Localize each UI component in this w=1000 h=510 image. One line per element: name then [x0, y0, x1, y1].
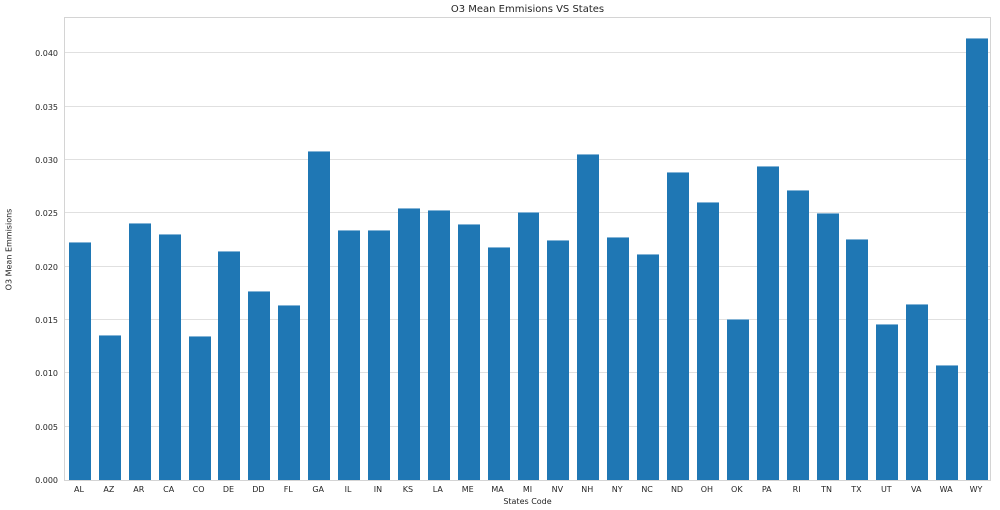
gridline-y-0.040 — [65, 52, 990, 54]
plot-area — [64, 17, 991, 481]
bar-MA — [487, 247, 510, 480]
xtick-label-UT: UT — [880, 485, 892, 494]
ytick-label-0.020: 0.020 — [35, 262, 58, 272]
bar-ND — [667, 171, 689, 480]
bar-AZ — [98, 334, 121, 480]
bar-DE — [218, 250, 241, 480]
bar-PA — [756, 166, 779, 480]
bar-TX — [846, 238, 869, 480]
ytick-label-0.010: 0.010 — [35, 369, 58, 379]
xtick-label-NV: NV — [551, 485, 564, 494]
xtick-label-CA: CA — [163, 485, 175, 494]
ytick-label-0.000: 0.000 — [35, 476, 58, 485]
bar-WA — [936, 364, 959, 480]
xtick-label-NC: NC — [641, 485, 653, 494]
chart-title: O3 Mean Emmisions VS States — [450, 4, 605, 15]
bar-AR — [128, 222, 151, 480]
bar-CO — [188, 336, 211, 480]
xtick-label-LA: LA — [432, 485, 443, 494]
xtick-label-DE: DE — [222, 485, 235, 494]
xtick-label-GA: GA — [312, 485, 324, 494]
gridline-y-0.030 — [65, 159, 990, 160]
ytick-label-0.015: 0.015 — [35, 316, 58, 325]
ytick-label-0.035: 0.035 — [35, 102, 58, 112]
xtick-label-MI: MI — [522, 485, 533, 494]
bar-GA — [308, 151, 331, 480]
bar-OH — [696, 201, 719, 480]
bar-FL — [278, 305, 301, 480]
bar-NY — [607, 236, 630, 480]
xtick-label-ME: ME — [461, 485, 474, 494]
xtick-label-WY: WY — [969, 485, 983, 494]
bar-IN — [367, 230, 390, 480]
xtick-label-TN: TN — [821, 485, 832, 494]
ytick-label-0.040: 0.040 — [35, 49, 58, 59]
bar-IL — [338, 230, 361, 480]
xtick-label-OK: OK — [731, 485, 743, 494]
bar-WY — [966, 38, 989, 480]
y-axis-label: O3 Mean Emmisions — [4, 208, 14, 291]
bar-AL — [68, 242, 91, 480]
xtick-label-TX: TX — [851, 485, 862, 494]
xtick-label-NY: NY — [611, 485, 623, 494]
ytick-label-0.005: 0.005 — [35, 422, 58, 432]
xtick-label-AZ: AZ — [103, 485, 115, 494]
xtick-label-DD: DD — [252, 485, 265, 494]
xtick-label-CO: CO — [192, 485, 205, 494]
bar-DD — [248, 291, 271, 480]
gridline-y-0.035 — [65, 105, 990, 107]
xtick-label-FL: FL — [283, 485, 293, 494]
xtick-label-IN: IN — [373, 485, 383, 494]
xtick-label-OH: OH — [700, 485, 714, 494]
xtick-label-KS: KS — [402, 485, 414, 494]
xtick-label-RI: RI — [792, 485, 801, 494]
bar-KS — [397, 208, 420, 480]
bar-ME — [457, 224, 480, 480]
xtick-label-AR: AR — [133, 485, 145, 494]
xtick-label-NH: NH — [581, 485, 594, 494]
xtick-label-VA: VA — [911, 485, 922, 494]
bar-VA — [906, 304, 929, 480]
bar-MI — [517, 212, 540, 480]
xtick-label-ND: ND — [670, 485, 684, 494]
xtick-label-AL: AL — [73, 485, 84, 494]
ytick-label-0.025: 0.025 — [35, 209, 58, 219]
xtick-label-IL: IL — [344, 485, 352, 494]
bar-TN — [816, 213, 839, 480]
ytick-label-0.030: 0.030 — [35, 156, 58, 165]
bar-UT — [876, 324, 899, 480]
bar-NV — [547, 240, 570, 480]
bar-NH — [577, 153, 600, 480]
xtick-label-MA: MA — [491, 485, 504, 494]
bar-RI — [786, 189, 809, 480]
bar-LA — [427, 210, 450, 480]
xtick-label-WA: WA — [939, 485, 953, 494]
bar-OK — [726, 318, 749, 480]
bar-CA — [158, 233, 181, 480]
xtick-label-PA: PA — [761, 485, 772, 494]
x-axis-label: States Code — [503, 497, 552, 506]
bar-NC — [637, 253, 660, 480]
